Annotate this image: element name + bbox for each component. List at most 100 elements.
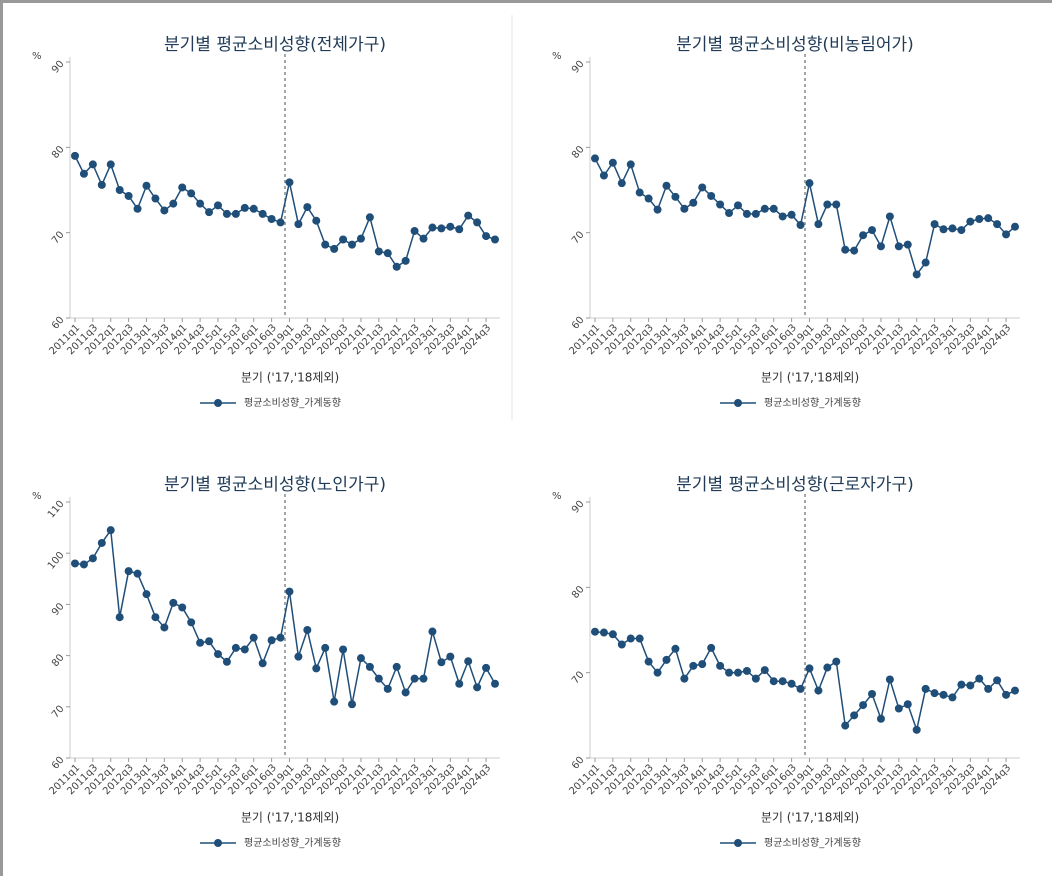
y-tick-label: 80 <box>50 144 67 161</box>
point <box>868 226 877 235</box>
y-tick-label: 80 <box>570 144 587 161</box>
point <box>742 209 751 218</box>
point <box>680 674 689 683</box>
y-axis-label: % <box>32 491 42 502</box>
point <box>635 188 644 197</box>
point <box>626 634 635 643</box>
point <box>383 249 392 258</box>
point <box>832 200 841 209</box>
point <box>993 220 1002 229</box>
point <box>751 209 760 218</box>
point <box>240 645 249 654</box>
point <box>446 652 455 661</box>
point <box>464 657 473 666</box>
point <box>428 223 437 232</box>
point <box>410 674 419 683</box>
point <box>97 538 106 547</box>
point <box>330 697 339 706</box>
point <box>142 181 151 190</box>
point <box>339 235 348 244</box>
point <box>698 183 707 192</box>
y-tick-label: 100 <box>46 550 67 572</box>
point <box>419 234 428 243</box>
point <box>491 679 499 688</box>
point <box>258 659 267 668</box>
point <box>966 681 975 690</box>
point <box>993 676 1002 685</box>
point <box>348 240 357 249</box>
point <box>823 663 832 672</box>
point <box>984 684 993 693</box>
point <box>975 215 984 224</box>
point <box>401 688 410 697</box>
point <box>88 160 97 169</box>
point <box>787 210 796 219</box>
point <box>455 225 464 234</box>
point <box>778 212 787 221</box>
point <box>769 677 778 686</box>
x-axis-label: 분기 ('17,'18제외) <box>241 811 339 825</box>
point <box>437 224 446 233</box>
point <box>787 679 796 688</box>
point <box>957 680 966 689</box>
point <box>473 218 482 227</box>
point <box>1002 230 1011 239</box>
point <box>644 657 653 666</box>
point <box>921 684 930 693</box>
point <box>823 200 832 209</box>
point <box>599 171 608 180</box>
point <box>142 590 151 599</box>
point <box>894 242 903 251</box>
point <box>608 630 617 639</box>
point <box>410 226 419 235</box>
point <box>71 151 79 160</box>
point <box>294 220 303 229</box>
point <box>1011 222 1019 231</box>
legend-label: 평균소비성향_가계동향 <box>244 397 341 409</box>
point <box>662 181 671 190</box>
point <box>348 700 357 709</box>
point <box>948 224 957 233</box>
point <box>97 180 106 189</box>
y-axis-label: % <box>552 51 562 62</box>
point <box>680 204 689 213</box>
point <box>966 217 975 226</box>
point <box>473 683 482 692</box>
y-tick-label: 60 <box>570 755 587 772</box>
point <box>841 245 850 254</box>
y-axis-label: % <box>32 51 42 62</box>
legend-marker <box>214 839 222 847</box>
point <box>321 240 330 249</box>
point <box>267 636 276 645</box>
point <box>419 674 428 683</box>
point <box>805 664 814 673</box>
point <box>267 215 276 224</box>
chart-title: 분기별 평균소비성향(근로자가구) <box>676 475 914 495</box>
point <box>276 218 285 227</box>
point <box>330 244 339 253</box>
point <box>617 640 626 649</box>
point <box>464 211 473 220</box>
point <box>428 627 437 636</box>
point <box>205 208 214 217</box>
point <box>258 209 267 218</box>
point <box>984 214 993 223</box>
point <box>482 663 491 672</box>
point <box>742 666 751 675</box>
point <box>689 661 698 670</box>
point <box>106 160 115 169</box>
y-tick-label: 70 <box>50 704 67 721</box>
point <box>662 655 671 664</box>
y-tick-label: 60 <box>50 315 67 332</box>
y-tick-label: 60 <box>570 315 587 332</box>
point <box>876 242 885 251</box>
chart-title: 분기별 평균소비성향(노인가구) <box>164 475 386 495</box>
legend-label: 평균소비성향_가계동향 <box>244 837 341 849</box>
point <box>115 613 124 622</box>
y-tick-label: 70 <box>570 229 587 246</box>
point <box>151 194 160 203</box>
point <box>930 689 939 698</box>
point <box>222 657 231 666</box>
point <box>249 633 258 642</box>
